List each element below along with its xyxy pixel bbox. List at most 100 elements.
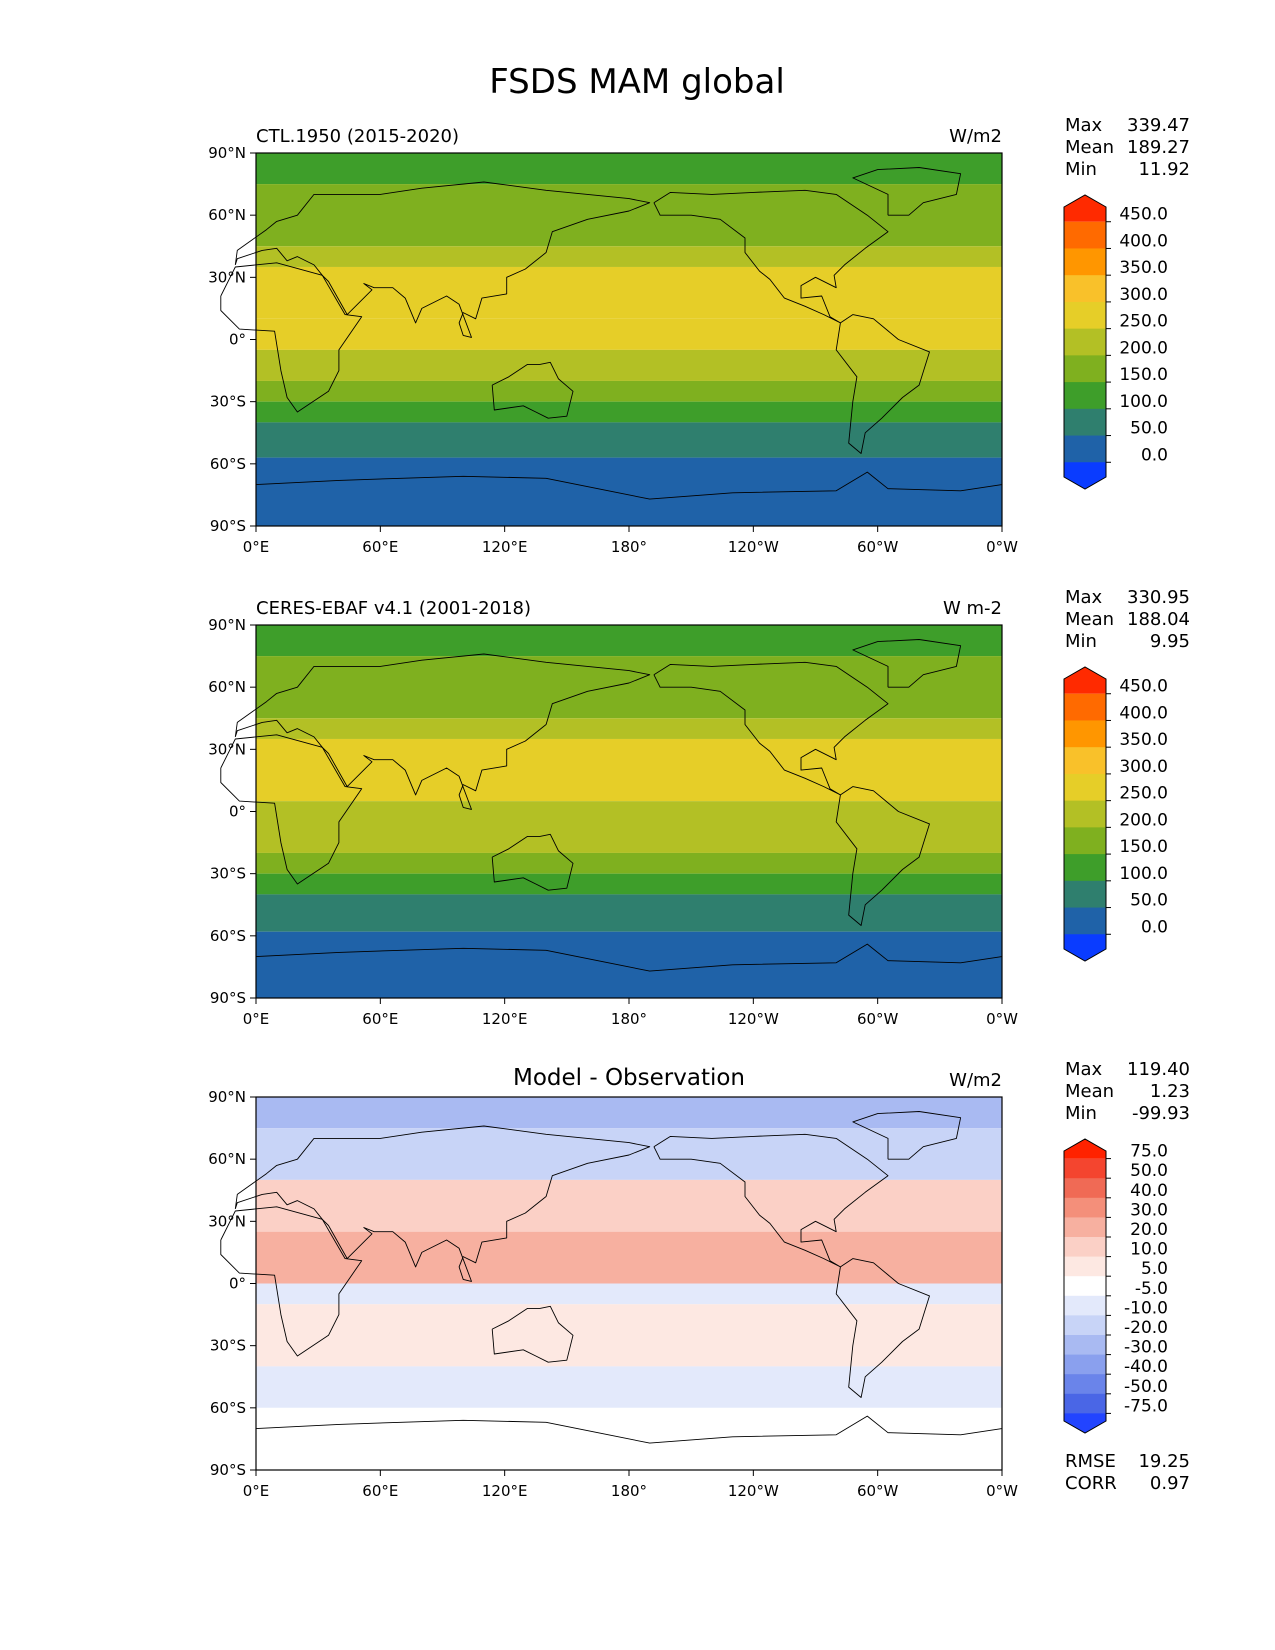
coastline bbox=[491, 833, 574, 891]
colorbar-tick-label: 350.0 bbox=[1119, 258, 1168, 278]
coastline bbox=[220, 262, 363, 413]
colorbar-segment bbox=[1064, 408, 1106, 437]
colorbar-tick-label: 50.0 bbox=[1130, 891, 1168, 911]
colorbar-extend-min bbox=[1064, 1413, 1106, 1433]
x-tick-label: 60°E bbox=[362, 538, 398, 556]
coastline bbox=[852, 639, 962, 688]
colorbar-tick-label: 200.0 bbox=[1119, 338, 1168, 358]
stat-value: -99.93 bbox=[1132, 1103, 1190, 1124]
map-panel-2: CERES-EBAF v4.1 (2001-2018) W m-2 0°E 60°E 1… bbox=[208, 587, 1190, 1028]
coastline bbox=[852, 167, 962, 216]
colorbar-tick-label: 100.0 bbox=[1119, 864, 1168, 884]
y-tick-label: 0° bbox=[229, 803, 246, 821]
colorbar-segment bbox=[1064, 827, 1106, 855]
coastline bbox=[255, 943, 1003, 972]
colorbar-tick-label: 250.0 bbox=[1119, 312, 1168, 332]
x-tick-label: 60°W bbox=[857, 538, 899, 556]
y-tick-label: 60°S bbox=[210, 455, 246, 473]
stat-label: Mean bbox=[1065, 137, 1114, 158]
coastline bbox=[852, 1111, 962, 1160]
y-tick-label: 30°S bbox=[210, 393, 246, 411]
colorbar-extend-max bbox=[1064, 195, 1106, 222]
colorbar-segment bbox=[1064, 1178, 1106, 1199]
colorbar-segment bbox=[1064, 1197, 1106, 1218]
field-band bbox=[256, 401, 1002, 423]
coastline bbox=[491, 361, 574, 419]
colorbar-tick-label: -10.0 bbox=[1124, 1298, 1168, 1318]
stat-label: Mean bbox=[1065, 1081, 1114, 1102]
coastline bbox=[220, 1206, 363, 1357]
y-tick-label: 0° bbox=[229, 331, 246, 349]
field-band bbox=[256, 318, 1002, 350]
coastline bbox=[835, 786, 930, 926]
stat-value: 9.95 bbox=[1150, 631, 1190, 652]
colorbar-outline bbox=[1063, 1138, 1107, 1434]
field-band bbox=[256, 457, 1002, 526]
stat-label: Max bbox=[1065, 115, 1103, 136]
coastline bbox=[255, 471, 1003, 500]
units-label: W/m2 bbox=[949, 1070, 1002, 1091]
y-tick-label: 60°S bbox=[210, 1399, 246, 1417]
y-tick-label: 60°N bbox=[208, 206, 246, 224]
stat-value: 119.40 bbox=[1127, 1059, 1190, 1080]
colorbar-tick-label: -50.0 bbox=[1124, 1377, 1168, 1397]
y-tick-label: 90°N bbox=[208, 616, 246, 634]
x-tick-label: 0°W bbox=[986, 1482, 1018, 1500]
field-band bbox=[256, 718, 1002, 739]
stat-label: Min bbox=[1065, 159, 1097, 180]
stat-value: 11.92 bbox=[1138, 159, 1190, 180]
colorbar-tick-label: -75.0 bbox=[1124, 1396, 1168, 1416]
colorbar-tick-label: 0.0 bbox=[1141, 445, 1168, 465]
colorbar-tick-label: -20.0 bbox=[1124, 1318, 1168, 1338]
field-band bbox=[256, 873, 1002, 895]
y-tick-label: 90°N bbox=[208, 144, 246, 162]
colorbar-tick-label: 75.0 bbox=[1130, 1142, 1168, 1162]
colorbar-segment bbox=[1064, 800, 1106, 828]
stat-label: Min bbox=[1065, 631, 1097, 652]
field-band bbox=[256, 1097, 1002, 1129]
y-tick-label: 30°N bbox=[208, 740, 246, 758]
colorbar-segment bbox=[1064, 907, 1106, 935]
units-label: W m-2 bbox=[943, 598, 1002, 619]
field-band bbox=[256, 1231, 1002, 1284]
colorbar-tick-label: 10.0 bbox=[1130, 1240, 1168, 1260]
coastline bbox=[234, 653, 651, 810]
metric-label: CORR bbox=[1065, 1473, 1117, 1494]
colorbar-segment bbox=[1064, 221, 1106, 249]
coastline bbox=[220, 734, 363, 885]
colorbar-segment bbox=[1064, 1276, 1106, 1297]
colorbar-tick-label: 150.0 bbox=[1119, 365, 1168, 385]
colorbar-outline bbox=[1063, 194, 1107, 490]
y-tick-label: 90°S bbox=[210, 517, 246, 535]
x-tick-label: 180° bbox=[611, 1482, 647, 1500]
panel-title: CTL.1950 (2015-2020) bbox=[256, 126, 459, 147]
colorbar-segment bbox=[1064, 1354, 1106, 1375]
colorbar-segment bbox=[1064, 693, 1106, 721]
field-band bbox=[256, 801, 1002, 853]
colorbar-segment bbox=[1064, 1158, 1106, 1179]
colorbar-extend-max bbox=[1064, 667, 1106, 694]
colorbar-tick-label: 400.0 bbox=[1119, 231, 1168, 251]
colorbar-segment bbox=[1064, 1315, 1106, 1336]
colorbar-tick-label: 5.0 bbox=[1141, 1259, 1168, 1279]
coastline bbox=[255, 1415, 1003, 1444]
y-tick-label: 90°S bbox=[210, 1461, 246, 1479]
colorbar-segment bbox=[1064, 854, 1106, 882]
panel-title: CERES-EBAF v4.1 (2001-2018) bbox=[256, 598, 531, 619]
stat-value: 1.23 bbox=[1150, 1081, 1190, 1102]
colorbar-tick-label: 300.0 bbox=[1119, 757, 1168, 777]
x-tick-label: 120°W bbox=[728, 1010, 779, 1028]
field-band bbox=[256, 894, 1002, 932]
coastline bbox=[835, 1258, 930, 1398]
colorbar-tick-label: 450.0 bbox=[1119, 677, 1168, 697]
colorbar-tick-label: 250.0 bbox=[1119, 784, 1168, 804]
colorbar-tick-label: 150.0 bbox=[1119, 837, 1168, 857]
stat-label: Max bbox=[1065, 587, 1103, 608]
colorbar-segment bbox=[1064, 275, 1106, 303]
y-tick-label: 60°N bbox=[208, 678, 246, 696]
x-tick-label: 120°W bbox=[728, 1482, 779, 1500]
field-band bbox=[256, 1128, 1002, 1180]
field-band bbox=[256, 266, 1002, 319]
y-tick-label: 90°S bbox=[210, 989, 246, 1007]
